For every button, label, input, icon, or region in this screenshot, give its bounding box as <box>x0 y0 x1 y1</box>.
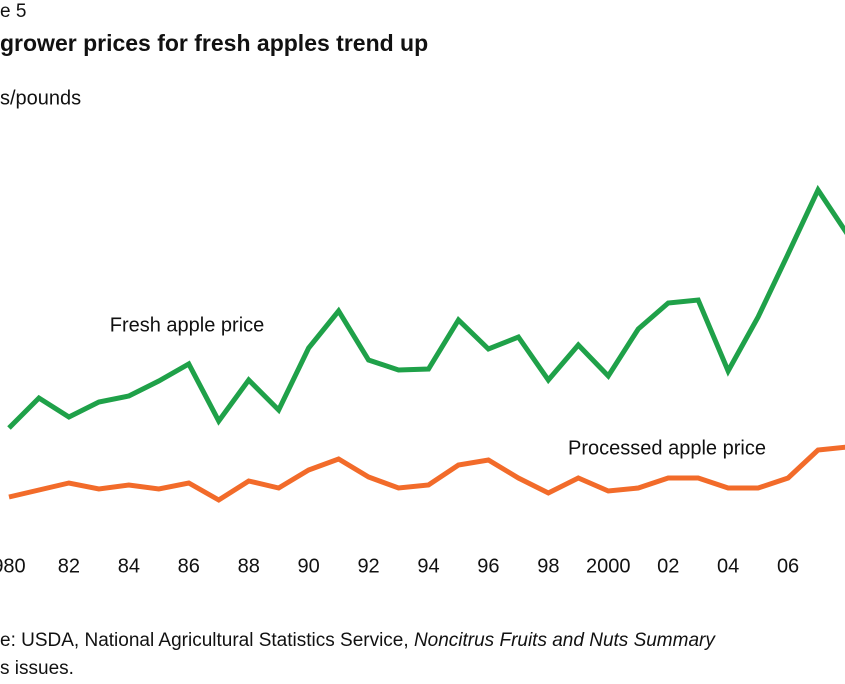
x-tick-label: 980 <box>0 555 26 577</box>
x-tick-label: 92 <box>357 555 379 577</box>
x-tick-label: 94 <box>417 555 439 577</box>
x-tick-label: 82 <box>58 555 80 577</box>
series-line <box>7 184 845 430</box>
source-prefix: e: USDA, National Agricultural Statistic… <box>0 630 414 651</box>
x-tick-label: 90 <box>298 555 320 577</box>
source-note: e: USDA, National Agricultural Statistic… <box>0 630 715 652</box>
source-note: s issues. <box>0 658 74 679</box>
series-label: Fresh apple price <box>110 314 265 336</box>
x-tick-label: 06 <box>777 555 799 577</box>
x-tick-label: 02 <box>657 555 679 577</box>
figure-label: e 5 <box>0 1 26 22</box>
x-tick-label: 84 <box>118 555 140 577</box>
series-line <box>8 444 845 503</box>
x-tick-label: 86 <box>178 555 200 577</box>
y-axis-label: s/pounds <box>0 87 81 109</box>
chart-title: grower prices for fresh apples trend up <box>0 30 428 56</box>
series-label: Processed apple price <box>568 437 766 459</box>
source-publication: Noncitrus Fruits and Nuts Summary <box>413 630 715 651</box>
x-tick-label: 04 <box>717 555 739 577</box>
x-tick-label: 98 <box>537 555 559 577</box>
x-tick-label: 2000 <box>586 555 631 577</box>
x-tick-label: 88 <box>238 555 260 577</box>
x-tick-label: 96 <box>477 555 499 577</box>
